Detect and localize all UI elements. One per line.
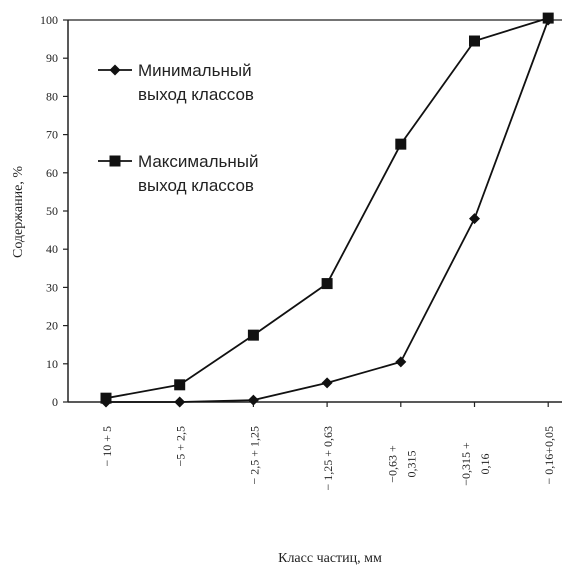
data-point-square bbox=[395, 138, 407, 150]
data-point-diamond bbox=[395, 356, 407, 368]
x-tick-label-line: − 10 + 5 bbox=[100, 426, 114, 467]
x-tick-label-line: − 1,25 + 0,63 bbox=[321, 426, 335, 491]
y-tick-label: 40 bbox=[46, 242, 58, 256]
x-tick-label: − 2,5 + 1,25 bbox=[247, 426, 261, 485]
series-layer bbox=[100, 12, 554, 408]
data-point-square bbox=[174, 379, 186, 391]
y-axis-label: Содержание, % bbox=[11, 166, 26, 258]
y-ticks: 0 10 20 30 40 50 60 70 80 90 100 bbox=[40, 13, 68, 409]
legend: Минимальный выход классов Максимальный выхо… bbox=[98, 61, 258, 195]
x-ticks: − 10 + 5 −5 + 2,5 − 2,5 + 1,25 − 1,25 + 0,6… bbox=[100, 402, 556, 491]
legend-marker-diamond bbox=[109, 64, 121, 76]
y-tick-label: 60 bbox=[46, 166, 58, 180]
x-tick-label-line: − 2,5 + 1,25 bbox=[247, 426, 261, 485]
x-tick-label: − 0,16+0,05 bbox=[542, 426, 556, 485]
y-tick-label: 30 bbox=[46, 280, 58, 294]
data-point-diamond bbox=[469, 213, 480, 225]
data-point-diamond bbox=[174, 396, 186, 408]
x-tick-label: −0,315 + 0,16 bbox=[459, 442, 492, 486]
y-tick-label: 0 bbox=[52, 395, 58, 409]
legend-label: Максимальный bbox=[138, 152, 258, 171]
x-tick-label: −0,63 + 0,315 bbox=[385, 445, 418, 483]
y-tick-label: 10 bbox=[46, 357, 58, 371]
x-tick-label-line: 0,16 bbox=[478, 454, 492, 475]
y-tick-label: 80 bbox=[46, 89, 58, 103]
data-point-square bbox=[247, 329, 259, 341]
x-tick-label: − 10 + 5 bbox=[100, 426, 114, 467]
data-point-square bbox=[321, 278, 333, 290]
y-tick-label: 20 bbox=[46, 319, 58, 333]
x-tick-label-line: −0,315 + bbox=[459, 442, 473, 486]
data-point-diamond bbox=[321, 377, 333, 389]
x-tick-label: − 1,25 + 0,63 bbox=[321, 426, 335, 491]
data-point-square bbox=[100, 392, 112, 404]
legend-marker-square bbox=[109, 155, 121, 167]
x-tick-label-line: −0,63 + bbox=[385, 445, 399, 483]
legend-label: выход классов bbox=[138, 85, 254, 104]
data-point-square bbox=[542, 12, 554, 24]
x-tick-label-line: − 0,16+0,05 bbox=[542, 426, 556, 485]
y-tick-label: 50 bbox=[46, 204, 58, 218]
y-tick-label: 70 bbox=[46, 128, 58, 142]
y-tick-label: 90 bbox=[46, 51, 58, 65]
x-tick-label-line: −5 + 2,5 bbox=[174, 426, 188, 467]
x-axis-label: Класс частиц, мм bbox=[278, 551, 382, 566]
x-tick-label-line: 0,315 bbox=[404, 451, 418, 478]
legend-label: выход классов bbox=[138, 176, 254, 195]
legend-label: Минимальный bbox=[138, 61, 252, 80]
y-tick-label: 100 bbox=[40, 13, 58, 27]
data-point-square bbox=[469, 35, 480, 47]
x-tick-label: −5 + 2,5 bbox=[174, 426, 188, 467]
data-point-diamond bbox=[247, 394, 259, 406]
